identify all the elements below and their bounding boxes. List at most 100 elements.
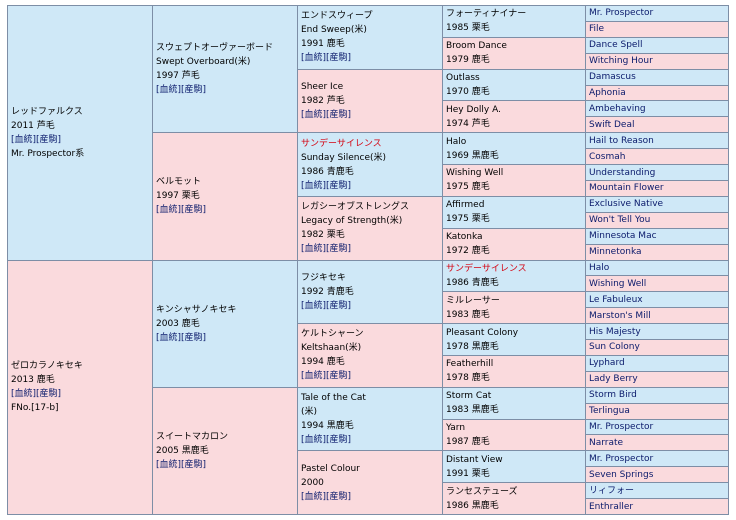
gen5-horse-12[interactable]: Exclusive Native bbox=[585, 195, 729, 213]
horse-name[interactable]: Mr. Prospector bbox=[589, 8, 654, 19]
horse-name[interactable]: Dance Spell bbox=[589, 40, 643, 51]
foal-link[interactable]: [産駒] bbox=[326, 300, 352, 311]
horse-name[interactable]: Narrate bbox=[589, 437, 624, 448]
pedigree-row: Lady Berry bbox=[8, 370, 729, 388]
gen5-horse-27[interactable]: Narrate bbox=[585, 434, 729, 452]
gen5-horse-11[interactable]: Mountain Flower bbox=[585, 179, 729, 197]
foal-link[interactable]: [産駒] bbox=[181, 332, 207, 343]
gen4-horse-0: フォーティナイナー 1985 栗毛 bbox=[442, 5, 586, 38]
pedigree-link[interactable]: [血統] bbox=[11, 389, 37, 400]
gen5-horse-25[interactable]: Terlingua bbox=[585, 402, 729, 420]
gen5-horse-8[interactable]: Hail to Reason bbox=[585, 132, 729, 150]
gen5-horse-18[interactable]: Le Fabuleux bbox=[585, 291, 729, 309]
pedigree-link[interactable]: [血統] bbox=[301, 53, 327, 64]
gen5-horse-1[interactable]: File bbox=[585, 20, 729, 38]
horse-name[interactable]: Lady Berry bbox=[589, 374, 638, 385]
gen5-horse-2[interactable]: Dance Spell bbox=[585, 36, 729, 54]
gen5-horse-7[interactable]: Swift Deal bbox=[585, 116, 729, 134]
horse-name[interactable]: Storm Bird bbox=[589, 390, 637, 401]
foal-link[interactable]: [産駒] bbox=[181, 205, 207, 216]
foal-link[interactable]: [産駒] bbox=[326, 244, 352, 255]
horse-name[interactable]: リィフォー bbox=[589, 485, 635, 496]
horse-name[interactable]: Mountain Flower bbox=[589, 183, 664, 194]
gen5-horse-13[interactable]: Won't Tell You bbox=[585, 211, 729, 229]
horse-name[interactable]: Marston's Mill bbox=[589, 310, 651, 321]
foal-link[interactable]: [産駒] bbox=[326, 109, 352, 120]
gen5-horse-0[interactable]: Mr. Prospector bbox=[585, 5, 729, 22]
gen5-horse-24[interactable]: Storm Bird bbox=[585, 386, 729, 404]
pedigree-link[interactable]: [血統] bbox=[301, 371, 327, 382]
gen3-horse-4: フジキセキ 1992 青鹿毛 [血統][産駒] bbox=[297, 259, 443, 325]
horse-name[interactable]: Halo bbox=[589, 262, 610, 273]
gen5-horse-17[interactable]: Wishing Well bbox=[585, 275, 729, 293]
horse-birth-info: 1997 栗毛 bbox=[156, 191, 200, 202]
pedigree-link[interactable]: [血統] bbox=[301, 180, 327, 191]
pedigree-link[interactable]: [血統] bbox=[301, 300, 327, 311]
gen5-horse-16[interactable]: Halo bbox=[585, 259, 729, 277]
gen5-horse-3[interactable]: Witching Hour bbox=[585, 52, 729, 70]
pedigree-link[interactable]: [血統] bbox=[156, 205, 182, 216]
gen5-horse-29[interactable]: Seven Springs bbox=[585, 466, 729, 484]
horse-name[interactable]: Le Fabuleux bbox=[589, 294, 643, 305]
gen3-horse-5-links: [血統][産駒] bbox=[301, 369, 439, 383]
foal-link[interactable]: [産駒] bbox=[326, 180, 352, 191]
horse-name[interactable]: Aphonia bbox=[589, 87, 626, 98]
horse-name[interactable]: Wishing Well bbox=[589, 278, 647, 289]
pedigree-link[interactable]: [血統] bbox=[301, 491, 327, 502]
horse-name[interactable]: Enthraller bbox=[589, 501, 634, 512]
horse-name[interactable]: Won't Tell You bbox=[589, 215, 651, 226]
foal-link[interactable]: [産駒] bbox=[326, 53, 352, 64]
horse-name[interactable]: Minnetonka bbox=[589, 247, 642, 258]
gen5-horse-26[interactable]: Mr. Prospector bbox=[585, 418, 729, 436]
horse-name[interactable]: Minnesota Mac bbox=[589, 231, 657, 242]
pedigree-link[interactable]: [血統] bbox=[156, 459, 182, 470]
foal-link[interactable]: [産駒] bbox=[326, 491, 352, 502]
horse-name[interactable]: Cosmah bbox=[589, 151, 626, 162]
gen5-horse-22[interactable]: Lyphard bbox=[585, 354, 729, 372]
horse-name[interactable]: File bbox=[589, 24, 605, 35]
horse-name[interactable]: His Majesty bbox=[589, 326, 641, 337]
horse-english-name: End Sweep(米) bbox=[301, 25, 367, 36]
foal-link[interactable]: [産駒] bbox=[326, 371, 352, 382]
horse-name[interactable]: Mr. Prospector bbox=[589, 453, 654, 464]
gen5-horse-20[interactable]: His Majesty bbox=[585, 323, 729, 341]
gen5-horse-14[interactable]: Minnesota Mac bbox=[585, 227, 729, 245]
pedigree-link[interactable]: [血統] bbox=[301, 435, 327, 446]
gen5-horse-19[interactable]: Marston's Mill bbox=[585, 307, 729, 325]
gen5-horse-21[interactable]: Sun Colony bbox=[585, 339, 729, 356]
horse-name[interactable]: Swift Deal bbox=[589, 119, 635, 130]
gen5-horse-10[interactable]: Understanding bbox=[585, 164, 729, 181]
gen5-horse-30[interactable]: リィフォー bbox=[585, 482, 729, 500]
horse-name[interactable]: Hail to Reason bbox=[589, 135, 654, 146]
horse-birth-info: 1982 栗毛 bbox=[301, 230, 345, 241]
pedigree-link[interactable]: [血統] bbox=[301, 244, 327, 255]
horse-name[interactable]: Seven Springs bbox=[589, 469, 654, 480]
horse-name[interactable]: Understanding bbox=[589, 167, 656, 178]
foal-link[interactable]: [産駒] bbox=[181, 459, 207, 470]
gen5-horse-4[interactable]: Damascus bbox=[585, 68, 729, 86]
gen5-horse-31[interactable]: Enthraller bbox=[585, 498, 729, 515]
gen5-horse-15[interactable]: Minnetonka bbox=[585, 243, 729, 261]
horse-name[interactable]: Terlingua bbox=[589, 406, 630, 417]
horse-name[interactable]: Witching Hour bbox=[589, 56, 653, 67]
horse-name[interactable]: Lyphard bbox=[589, 358, 625, 369]
gen5-horse-28[interactable]: Mr. Prospector bbox=[585, 450, 729, 468]
pedigree-link[interactable]: [血統] bbox=[156, 85, 182, 96]
gen5-horse-6[interactable]: Ambehaving bbox=[585, 100, 729, 118]
foal-link[interactable]: [産駒] bbox=[36, 389, 62, 400]
pedigree-link[interactable]: [血統] bbox=[301, 109, 327, 120]
horse-name[interactable]: Sun Colony bbox=[589, 342, 640, 353]
gen5-horse-9[interactable]: Cosmah bbox=[585, 148, 729, 166]
gen5-horse-5[interactable]: Aphonia bbox=[585, 84, 729, 102]
pedigree-link[interactable]: [血統] bbox=[11, 134, 37, 145]
horse-name[interactable]: Exclusive Native bbox=[589, 199, 664, 210]
pedigree-link[interactable]: [血統] bbox=[156, 332, 182, 343]
gen5-horse-23[interactable]: Lady Berry bbox=[585, 370, 729, 388]
foal-link[interactable]: [産駒] bbox=[326, 435, 352, 446]
horse-name[interactable]: Ambehaving bbox=[589, 103, 646, 114]
horse-name[interactable]: Mr. Prospector bbox=[589, 422, 654, 433]
pedigree-row: Narrate bbox=[8, 434, 729, 452]
horse-name[interactable]: Damascus bbox=[589, 72, 636, 83]
foal-link[interactable]: [産駒] bbox=[181, 85, 207, 96]
foal-link[interactable]: [産駒] bbox=[36, 134, 62, 145]
